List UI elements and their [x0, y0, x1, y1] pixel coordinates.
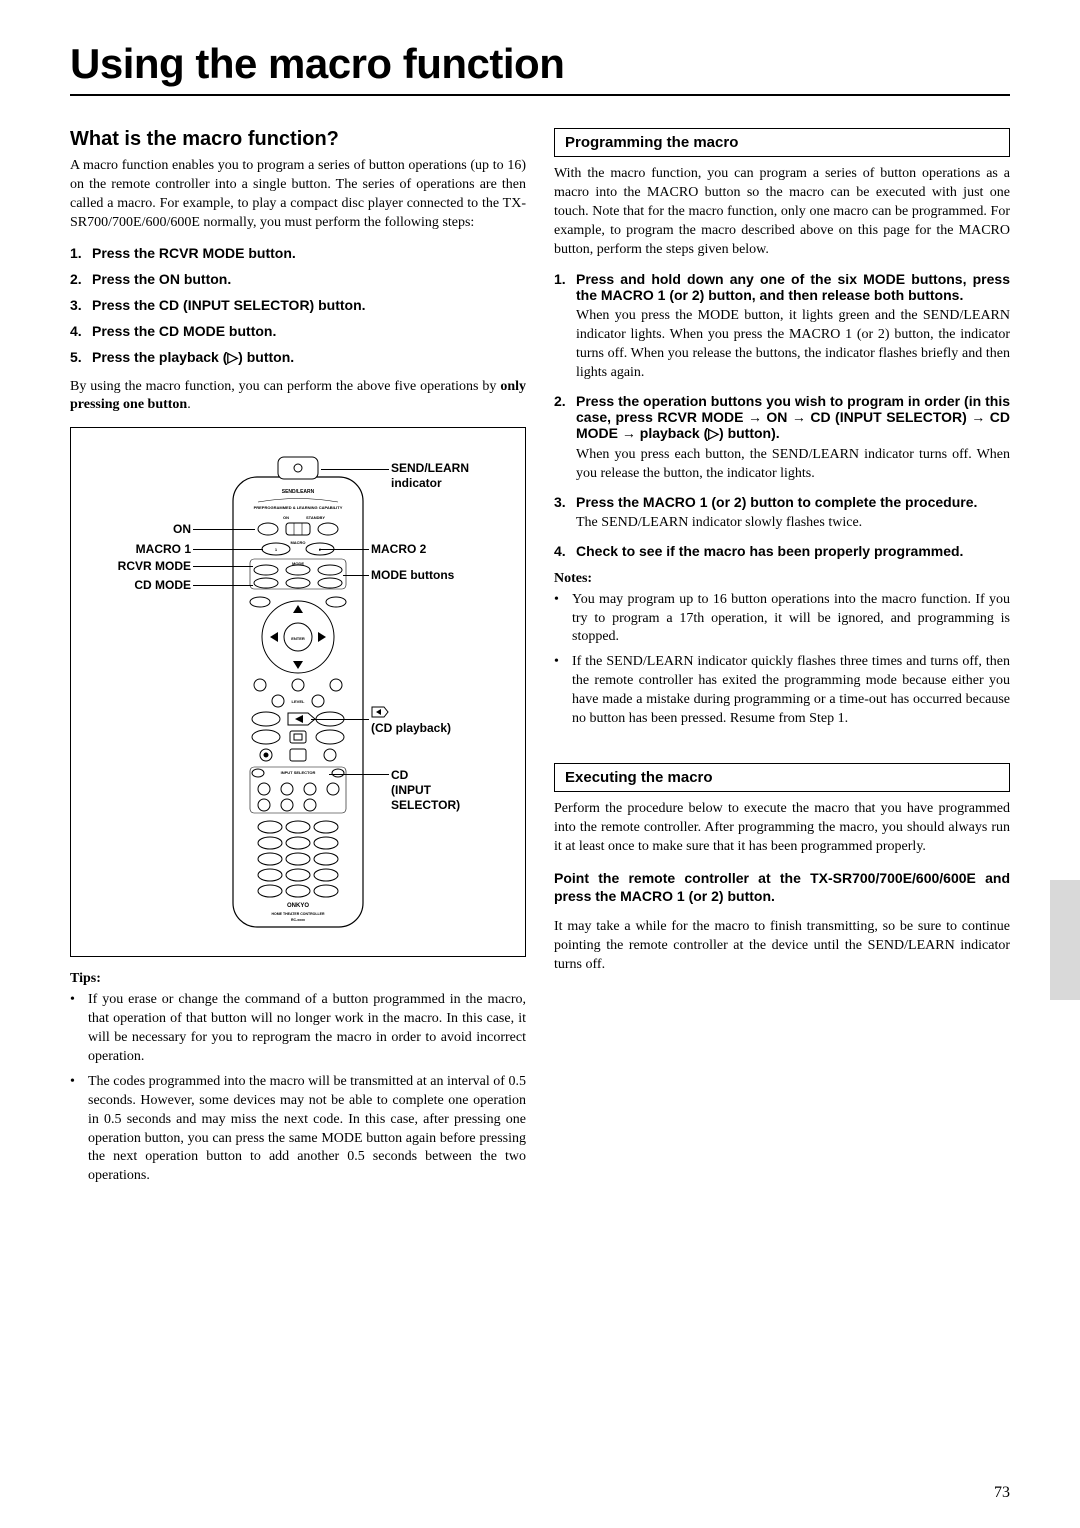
step-item: 1.Press the RCVR MODE button.	[70, 245, 526, 261]
callout-macro1: MACRO 1	[81, 542, 191, 557]
step-item: 2.Press the ON button.	[70, 271, 526, 287]
programming-steps: 1.Press and hold down any one of the six…	[554, 271, 1010, 558]
leader-line	[193, 549, 263, 550]
svg-text:SEND/LEARN: SEND/LEARN	[282, 489, 315, 495]
left-column: What is the macro function? A macro func…	[70, 128, 526, 1196]
svg-text:HOME THEATER CONTROLLER: HOME THEATER CONTROLLER	[271, 912, 324, 916]
callout-playback: (CD playback)	[371, 706, 451, 736]
tips-list: •If you erase or change the command of a…	[70, 991, 526, 1186]
callout-on: ON	[81, 522, 191, 537]
section-heading: What is the macro function?	[70, 128, 526, 151]
remote-illustration-icon: SEND/LEARN PREPROGRAMMED & LEARNING CAPA…	[228, 447, 368, 937]
notes-list: •You may program up to 16 button operati…	[554, 591, 1010, 729]
svg-text:LEVEL: LEVEL	[292, 699, 305, 704]
step-item: 4.Press the CD MODE button.	[70, 323, 526, 339]
box-heading-executing: Executing the macro	[554, 763, 1010, 792]
tip-item: •If you erase or change the command of a…	[70, 991, 526, 1067]
notes-heading: Notes:	[554, 571, 1010, 587]
play-icon	[371, 706, 389, 718]
page-number: 73	[994, 1484, 1010, 1502]
summary-text: By using the macro function, you can per…	[70, 378, 526, 416]
svg-text:ENTER: ENTER	[291, 636, 305, 641]
note-item: •You may program up to 16 button operati…	[554, 591, 1010, 648]
callout-cd-input: CD(INPUTSELECTOR)	[391, 768, 460, 813]
callout-mode-buttons: MODE buttons	[371, 568, 454, 583]
right-column: Programming the macro With the macro fun…	[554, 128, 1010, 1196]
leader-line	[319, 549, 369, 550]
callout-cd-mode: CD MODE	[81, 578, 191, 593]
tip-item: •The codes programmed into the macro wil…	[70, 1073, 526, 1186]
tips-heading: Tips:	[70, 971, 526, 987]
callout-macro2: MACRO 2	[371, 542, 426, 557]
leader-line	[329, 774, 389, 775]
executing-after: It may take a while for the macro to fin…	[554, 918, 1010, 975]
step-item: 3.Press the MACRO 1 (or 2) button to com…	[554, 494, 1010, 533]
leader-line	[343, 575, 369, 576]
leader-line	[193, 585, 253, 586]
leader-line	[311, 719, 369, 720]
note-item: •If the SEND/LEARN indicator quickly fla…	[554, 653, 1010, 729]
svg-text:PREPROGRAMMED & LEARNING CAPAB: PREPROGRAMMED & LEARNING CAPABILITY	[254, 505, 343, 510]
step-item: 3.Press the CD (INPUT SELECTOR) button.	[70, 297, 526, 313]
step-item: 5.Press the playback (▷) button.	[70, 349, 526, 366]
page-thumb-bar	[1050, 880, 1080, 1000]
svg-text:INPUT SELECTOR: INPUT SELECTOR	[281, 770, 316, 775]
callout-send-learn: SEND/LEARNindicator	[391, 461, 469, 491]
svg-text:ONKYO: ONKYO	[287, 903, 309, 909]
step-item: 1.Press and hold down any one of the six…	[554, 271, 1010, 383]
svg-text:STANDBY: STANDBY	[306, 515, 325, 520]
callout-rcvr-mode: RCVR MODE	[81, 559, 191, 574]
executing-intro: Perform the procedure below to execute t…	[554, 800, 1010, 857]
content-columns: What is the macro function? A macro func…	[70, 128, 1010, 1196]
svg-text:RC-xxxx: RC-xxxx	[291, 918, 305, 922]
steps-list: 1.Press the RCVR MODE button. 2.Press th…	[70, 245, 526, 366]
box-heading-programming: Programming the macro	[554, 128, 1010, 157]
page-title: Using the macro function	[70, 40, 1010, 96]
leader-line	[321, 469, 389, 470]
svg-text:ON: ON	[283, 515, 289, 520]
intro-text: A macro function enables you to program …	[70, 157, 526, 233]
executing-bold: Point the remote controller at the TX-SR…	[554, 869, 1010, 907]
leader-line	[193, 566, 253, 567]
remote-diagram: SEND/LEARN PREPROGRAMMED & LEARNING CAPA…	[70, 427, 526, 957]
leader-line	[193, 529, 255, 530]
step-item: 2.Press the operation buttons you wish t…	[554, 393, 1010, 484]
svg-text:MACRO: MACRO	[290, 540, 305, 545]
programming-intro: With the macro function, you can program…	[554, 165, 1010, 259]
step-item: 4.Check to see if the macro has been pro…	[554, 543, 1010, 559]
